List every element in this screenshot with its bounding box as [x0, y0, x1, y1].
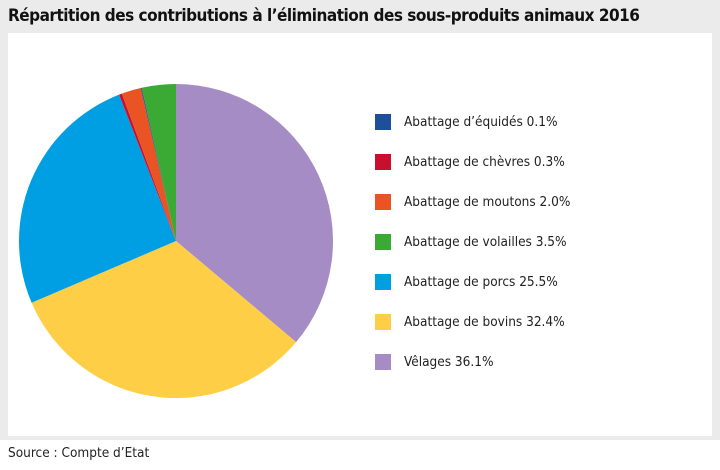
- legend-item: Abattage de volailles 3.5%: [375, 233, 567, 251]
- legend-swatch: [375, 194, 391, 210]
- legend-label: Vêlages 36.1%: [404, 354, 494, 370]
- pie-slice-0: [176, 84, 333, 343]
- pie-chart: [19, 84, 333, 398]
- legend-item: Vêlages 36.1%: [375, 353, 494, 371]
- legend-label: Abattage de bovins 32.4%: [404, 314, 565, 330]
- legend-item: Abattage de porcs 25.5%: [375, 273, 558, 291]
- legend-swatch: [375, 234, 391, 250]
- legend-label: Abattage de porcs 25.5%: [404, 274, 558, 290]
- legend-swatch: [375, 314, 391, 330]
- legend-swatch: [375, 274, 391, 290]
- pie-slice-6: [141, 84, 176, 241]
- legend-label: Abattage d’équidés 0.1%: [404, 114, 558, 130]
- pie-slice-1: [31, 241, 297, 398]
- legend-item: Abattage de bovins 32.4%: [375, 313, 565, 331]
- legend-item: Abattage d’équidés 0.1%: [375, 113, 558, 131]
- legend-label: Abattage de chèvres 0.3%: [404, 154, 565, 170]
- legend-swatch: [375, 114, 391, 130]
- chart-panel: Abattage d’équidés 0.1% Abattage de chèvr…: [8, 33, 712, 436]
- legend-swatch: [375, 354, 391, 370]
- chart-title: Répartition des contributions à l’élimin…: [8, 6, 640, 26]
- legend-label: Abattage de moutons 2.0%: [404, 194, 571, 210]
- legend-item: Abattage de chèvres 0.3%: [375, 153, 565, 171]
- legend-swatch: [375, 154, 391, 170]
- pie-slice-4: [121, 88, 176, 241]
- source-note: Source : Compte d’Etat: [8, 445, 150, 461]
- pie-slice-2: [19, 94, 177, 303]
- legend-label: Abattage de volailles 3.5%: [404, 234, 567, 250]
- legend-item: Abattage de moutons 2.0%: [375, 193, 570, 211]
- pie-slice-3: [119, 93, 176, 241]
- pie-slice-5: [140, 87, 176, 242]
- chart-frame: Répartition des contributions à l’élimin…: [0, 0, 720, 440]
